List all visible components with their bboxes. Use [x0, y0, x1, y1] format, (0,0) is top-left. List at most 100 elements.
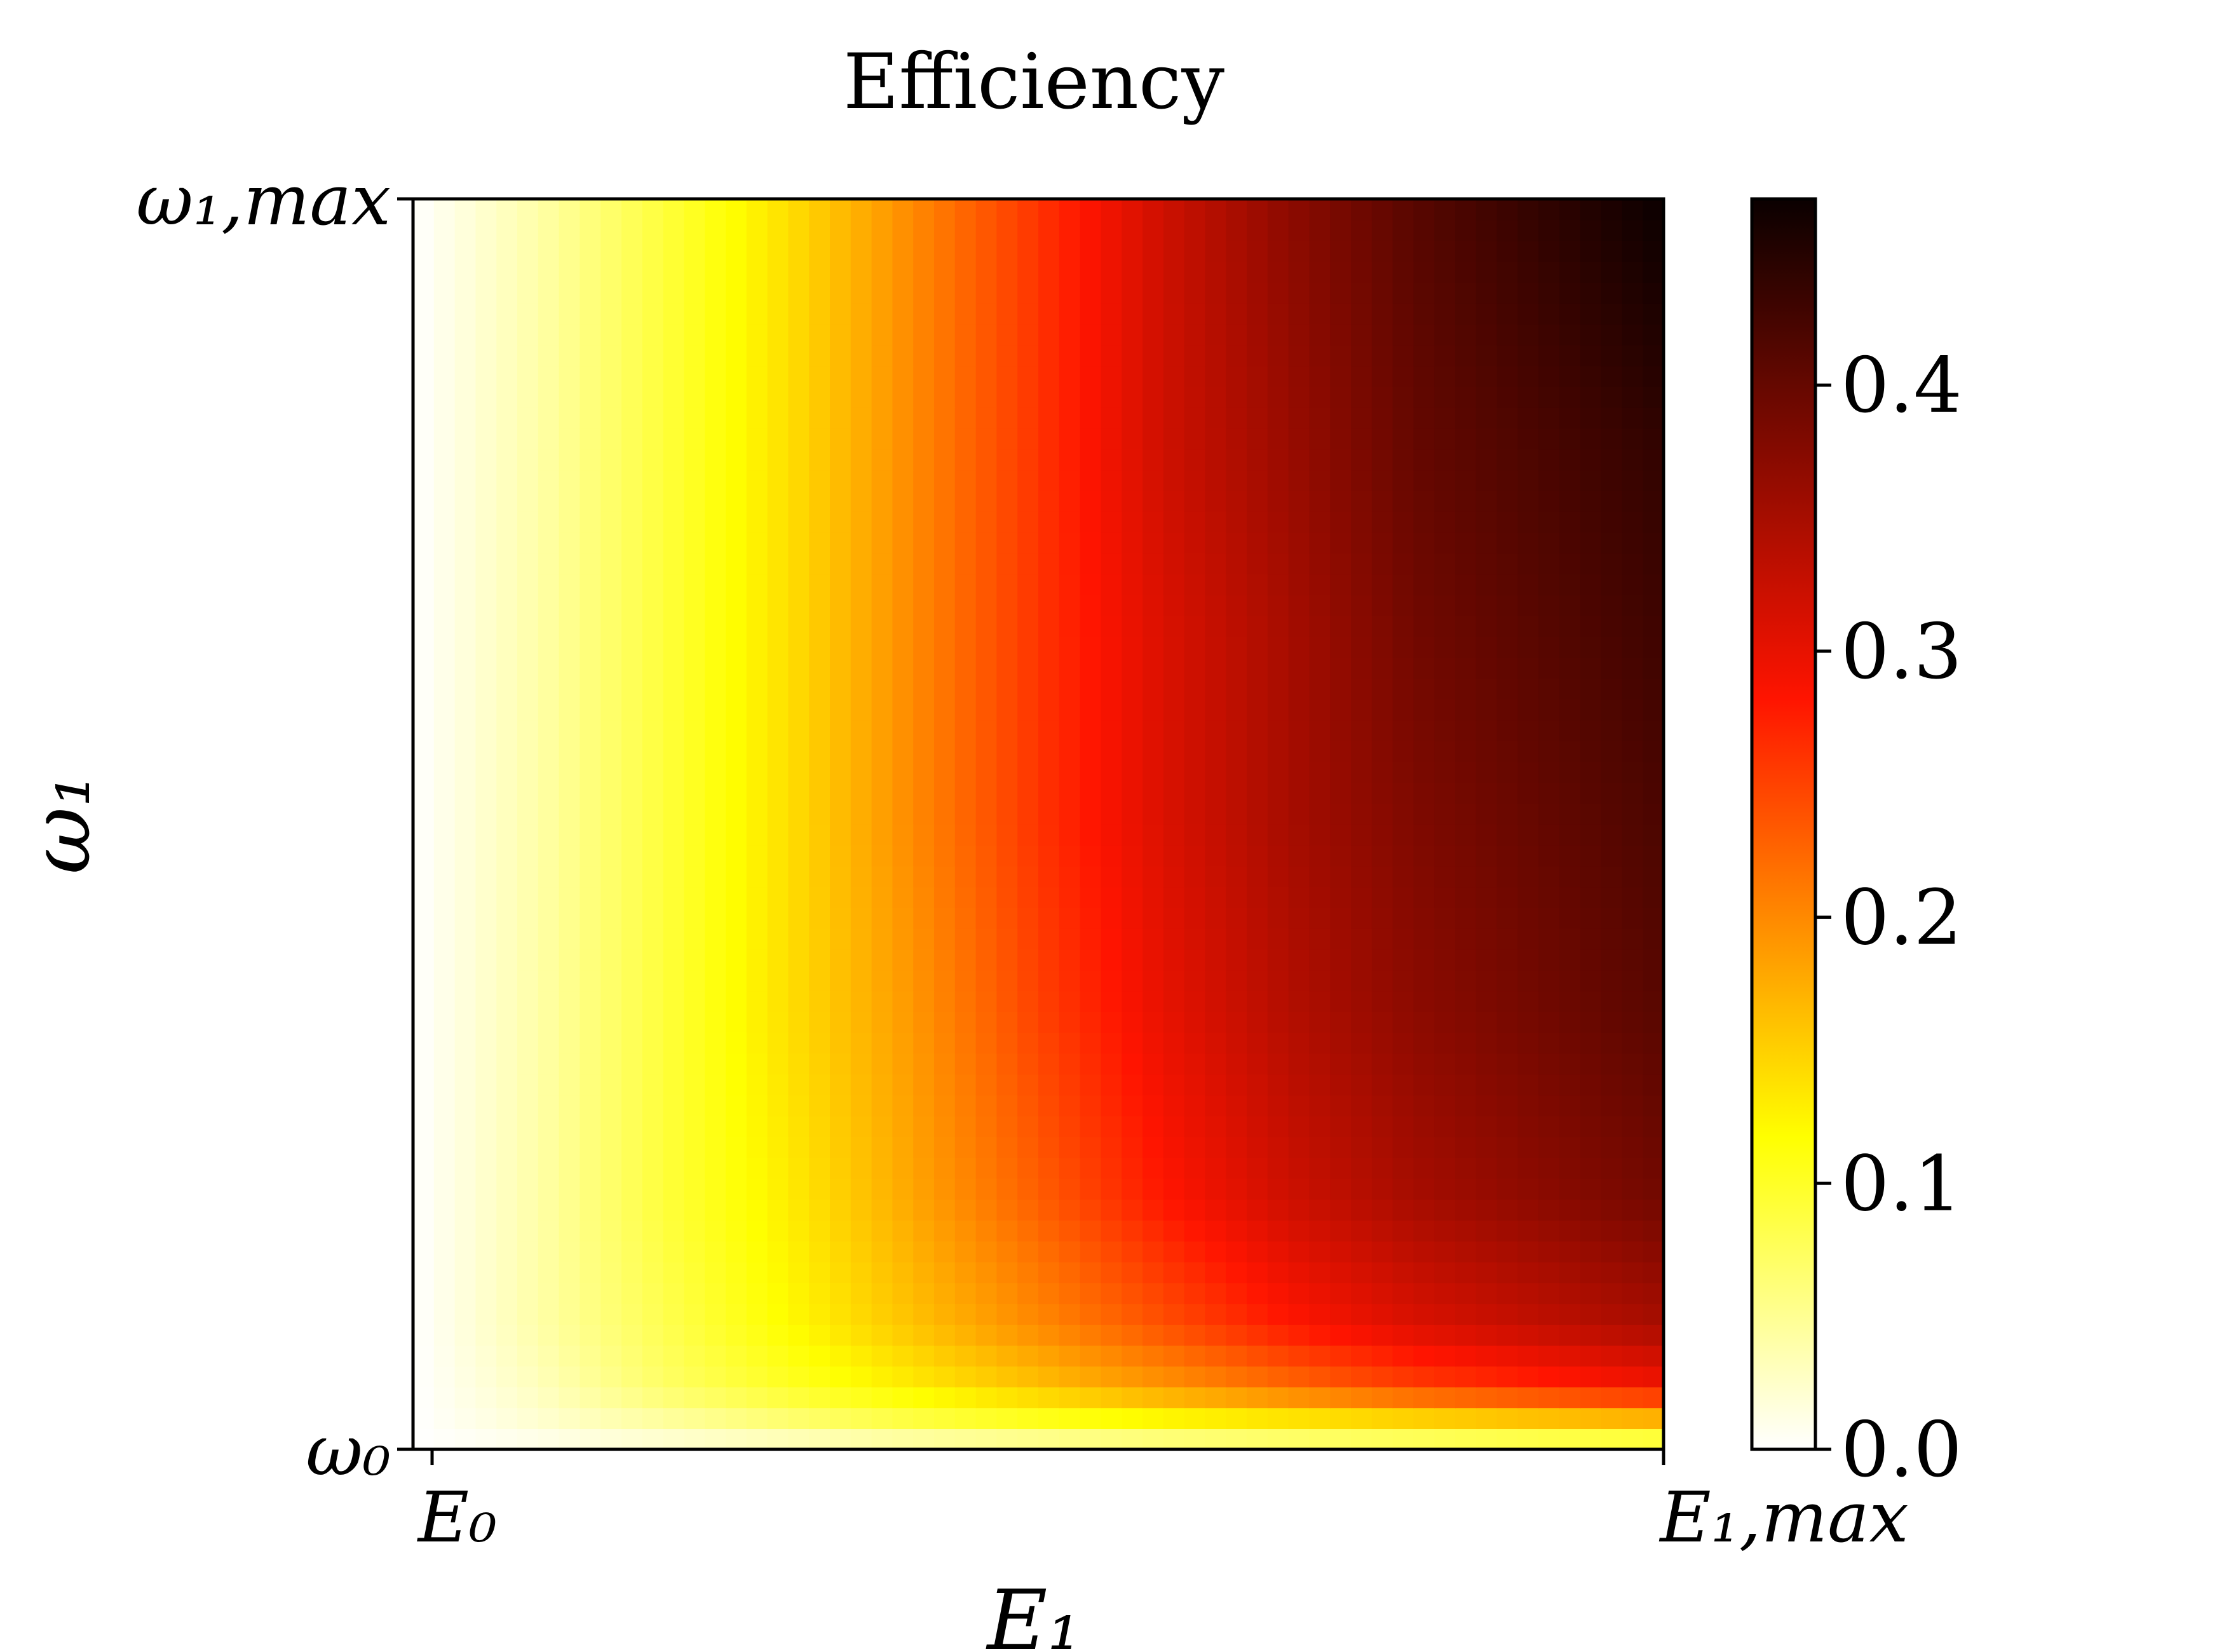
heatmap-cell: [1580, 1199, 1602, 1221]
heatmap-cell: [1517, 970, 1539, 992]
heatmap-cell: [684, 1178, 705, 1200]
heatmap-cell: [1247, 1074, 1268, 1096]
heatmap-cell: [496, 824, 518, 846]
heatmap-cell: [892, 1199, 914, 1221]
heatmap-cell: [1017, 282, 1039, 304]
heatmap-cell: [1101, 803, 1122, 825]
heatmap-cell: [1601, 574, 1623, 595]
heatmap-cell: [684, 865, 705, 888]
heatmap-cell: [517, 657, 539, 679]
heatmap-cell: [892, 219, 914, 241]
heatmap-cell: [1643, 511, 1664, 533]
heatmap-cell: [1622, 1220, 1643, 1242]
heatmap-cell: [1413, 1116, 1435, 1137]
heatmap-cell: [1392, 1407, 1414, 1429]
heatmap-cell: [517, 303, 539, 325]
heatmap-cell: [559, 636, 581, 658]
heatmap-cell: [1517, 574, 1539, 595]
heatmap-cell: [830, 1095, 851, 1116]
heatmap-cell: [1538, 470, 1560, 491]
heatmap-cell: [767, 616, 789, 637]
heatmap-cell: [642, 949, 664, 971]
heatmap-cell: [1559, 365, 1581, 387]
heatmap-cell: [1475, 532, 1498, 554]
heatmap-cell: [1143, 970, 1164, 992]
heatmap-cell: [538, 1012, 560, 1033]
heatmap-cell: [809, 491, 831, 512]
heatmap-cell: [433, 303, 456, 325]
heatmap-cell: [1017, 1116, 1039, 1137]
heatmap-cell: [767, 303, 789, 325]
heatmap-cell: [663, 1261, 685, 1283]
heatmap-cell: [809, 949, 831, 971]
heatmap-cell: [1101, 449, 1122, 471]
heatmap-cell: [996, 824, 1018, 846]
heatmap-cell: [1101, 616, 1122, 637]
heatmap-cell: [892, 261, 914, 283]
heatmap-cell: [705, 844, 726, 867]
heatmap-cell: [517, 1261, 539, 1283]
heatmap-cell: [913, 949, 935, 971]
heatmap-cell: [1205, 407, 1226, 429]
heatmap-cell: [1643, 407, 1664, 429]
heatmap-cell: [538, 1365, 560, 1388]
heatmap-cell: [621, 949, 643, 971]
heatmap-cell: [663, 928, 685, 950]
heatmap-cell: [1517, 761, 1539, 783]
heatmap-cell: [1371, 991, 1393, 1012]
heatmap-cell: [726, 199, 747, 220]
heatmap-cell: [684, 1095, 705, 1116]
heatmap-cell: [1413, 991, 1435, 1012]
heatmap-cell: [726, 595, 747, 616]
heatmap-cell: [1643, 199, 1664, 220]
heatmap-cell: [1559, 323, 1581, 346]
heatmap-cell: [954, 1095, 977, 1116]
heatmap-cell: [663, 344, 685, 367]
heatmap-cell: [600, 261, 622, 283]
heatmap-cell: [1475, 740, 1498, 762]
heatmap-cell: [871, 1282, 893, 1304]
heatmap-cell: [809, 678, 831, 700]
heatmap-cell: [1330, 282, 1352, 304]
heatmap-cell: [580, 240, 601, 262]
heatmap-cell: [871, 803, 893, 825]
heatmap-cell: [1559, 970, 1581, 992]
heatmap-cell: [767, 1116, 789, 1137]
heatmap-cell: [1475, 720, 1498, 741]
heatmap-cell: [1101, 1178, 1122, 1200]
heatmap-cell: [684, 428, 705, 450]
heatmap-cell: [559, 595, 581, 616]
heatmap-cell: [767, 886, 789, 908]
heatmap-cell: [767, 1407, 789, 1429]
heatmap-cell: [1205, 1220, 1226, 1242]
heatmap-cell: [1622, 282, 1643, 304]
heatmap-cell: [642, 1303, 664, 1325]
heatmap-cell: [1122, 595, 1143, 616]
heatmap-cell: [1122, 303, 1143, 325]
heatmap-cell: [600, 616, 622, 637]
heatmap-cell: [767, 1282, 789, 1304]
heatmap-cell: [1309, 511, 1331, 533]
heatmap-cell: [1496, 386, 1519, 408]
heatmap-cell: [1059, 428, 1081, 450]
heatmap-cell: [954, 1324, 977, 1346]
heatmap-cell: [1496, 344, 1519, 367]
heatmap-cell: [475, 574, 497, 595]
heatmap-cell: [1017, 1199, 1039, 1221]
heatmap-cell: [663, 949, 685, 971]
heatmap-cell: [1601, 199, 1623, 220]
heatmap-cell: [830, 886, 851, 908]
heatmap-cell: [705, 740, 726, 762]
heatmap-cell: [580, 865, 601, 888]
heatmap-cell: [1288, 1261, 1310, 1283]
heatmap-cell: [892, 595, 914, 616]
heatmap-cell: [684, 1157, 705, 1179]
heatmap-cell: [871, 844, 893, 867]
heatmap-cell: [1205, 970, 1226, 992]
heatmap-cell: [684, 907, 705, 929]
heatmap-cell: [1517, 1241, 1539, 1263]
heatmap-cell: [830, 386, 851, 408]
heatmap-cell: [726, 532, 747, 554]
heatmap-cell: [830, 1365, 851, 1388]
heatmap-cell: [1559, 782, 1581, 804]
